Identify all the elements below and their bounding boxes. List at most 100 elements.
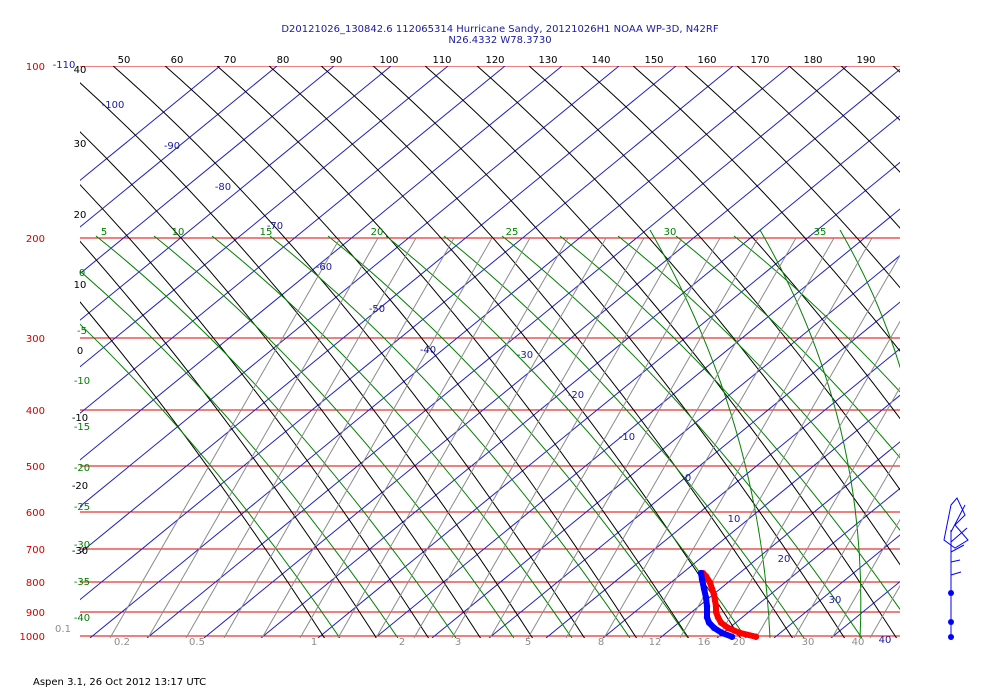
theta-label: 170 — [750, 55, 769, 66]
mixing-ratio-line — [793, 452, 900, 638]
mixing-ratio-label: 0.1 — [55, 624, 71, 635]
dry-adiabat-line — [80, 131, 482, 638]
temperature-point — [710, 591, 718, 598]
temperature-point — [717, 619, 725, 626]
isotherm-line — [146, 66, 848, 638]
mixing-ratio-label: 1 — [311, 637, 317, 648]
height-label: -20 — [72, 481, 88, 492]
isotherm-line — [80, 66, 335, 275]
dry-adiabat-line — [320, 66, 794, 638]
isotherm-label: -10 — [619, 432, 635, 443]
mixing-ratio-line — [337, 237, 569, 638]
mixing-ratio-line — [223, 237, 455, 638]
mixing-ratio-label: 0.5 — [189, 637, 205, 648]
dewpoint-point — [710, 624, 718, 632]
mixing-ratio-line — [908, 238, 1000, 638]
moist-adiabat-line — [327, 235, 689, 638]
pressure-label: 400 — [26, 406, 45, 417]
isotherm-line — [80, 66, 221, 182]
wind-barb — [950, 544, 965, 553]
footer-text: Aspen 3.1, 26 Oct 2012 13:17 UTC — [33, 677, 207, 688]
theta-label: 80 — [277, 55, 290, 66]
mixing-ratio-label: 5 — [525, 637, 531, 648]
dry-adiabat-line — [684, 66, 900, 289]
isotherm-label: 30 — [829, 595, 842, 606]
moist-adiabat-line — [443, 235, 805, 638]
theta-e-label: 30 — [664, 227, 677, 238]
isotherm-line — [203, 68, 900, 638]
wind-barb-flag — [943, 497, 969, 549]
isotherm-line — [80, 66, 563, 461]
isotherm-label: -40 — [420, 345, 436, 356]
dry-adiabat-line — [892, 66, 900, 73]
theta-label: 100 — [379, 55, 398, 66]
mixing-ratio-line — [375, 237, 607, 638]
moist-adiabat-line — [153, 235, 515, 638]
moist-label: -15 — [74, 422, 90, 433]
wind-barb — [950, 559, 961, 563]
temperature-point — [736, 629, 744, 637]
dry-adiabat-line — [736, 66, 900, 229]
pressure-label: 700 — [26, 545, 45, 556]
mixing-ratio-line — [109, 237, 341, 638]
moist-label: -10 — [74, 376, 90, 387]
mixing-ratio-label: 16 — [698, 637, 711, 648]
theta-label: 110 — [432, 55, 451, 66]
dry-adiabat-line — [216, 66, 690, 638]
theta-label: 90 — [330, 55, 343, 66]
isotherm-line — [80, 66, 677, 554]
moist-label: -25 — [74, 502, 90, 513]
theta-label: 120 — [485, 55, 504, 66]
pressure-label: 800 — [26, 578, 45, 589]
isotherm-line — [545, 348, 900, 638]
height-label: 20 — [74, 210, 87, 221]
moist-label: 0 — [79, 268, 85, 279]
mixing-ratio-line — [869, 584, 900, 638]
isotherm-label: -20 — [568, 390, 584, 401]
dry-adiabat-line — [80, 183, 430, 638]
theta-label: 140 — [591, 55, 610, 66]
height-label: 40 — [74, 65, 87, 76]
height-label: 10 — [74, 280, 87, 291]
isotherm-line — [374, 208, 900, 638]
mixing-ratio-label: 3 — [455, 637, 461, 648]
theta-e-label: 5 — [101, 227, 107, 238]
isotherm-line — [80, 66, 392, 321]
pressure-label: 1000 — [20, 632, 45, 643]
temperature-point — [714, 614, 722, 621]
pressure-label: 300 — [26, 334, 45, 345]
mixing-ratio-label: 8 — [598, 637, 604, 648]
pressure-label: 900 — [26, 608, 45, 619]
dewpoint-point — [728, 633, 736, 640]
dry-adiabat-line — [268, 66, 742, 638]
isotherm-label: -50 — [369, 304, 385, 315]
theta-e-label: 25 — [506, 227, 519, 238]
saturated-adiabat-line — [839, 229, 900, 369]
isotherm-label: -60 — [316, 262, 332, 273]
wind-barb — [950, 527, 968, 543]
mixing-ratio-line — [717, 320, 900, 638]
mixing-ratio-line — [527, 237, 759, 638]
isotherm-line — [260, 115, 900, 638]
theta-e-label: 35 — [814, 227, 827, 238]
moist-adiabat-line — [559, 235, 900, 611]
wind-point — [948, 590, 954, 596]
pressure-label: 500 — [26, 462, 45, 473]
mixing-ratio-line — [185, 237, 417, 638]
moist-adiabat-line — [269, 235, 631, 638]
dry-adiabat-line — [840, 66, 900, 121]
moist-label: -40 — [74, 613, 90, 624]
saturated-adiabat-line — [759, 229, 862, 638]
theta-label: 50 — [118, 55, 131, 66]
dry-adiabat-line — [372, 66, 846, 638]
isotherm-label: 0 — [685, 473, 691, 484]
isotherm-line — [716, 487, 900, 638]
theta-label: 70 — [224, 55, 237, 66]
isotherm-line — [431, 254, 900, 638]
dry-adiabat-line — [80, 240, 378, 638]
dewpoint-point — [703, 603, 711, 610]
pressure-label: 600 — [26, 508, 45, 519]
wind-point — [948, 619, 954, 625]
mixing-ratio-label: 30 — [802, 637, 815, 648]
isotherm-label: 10 — [728, 514, 741, 525]
